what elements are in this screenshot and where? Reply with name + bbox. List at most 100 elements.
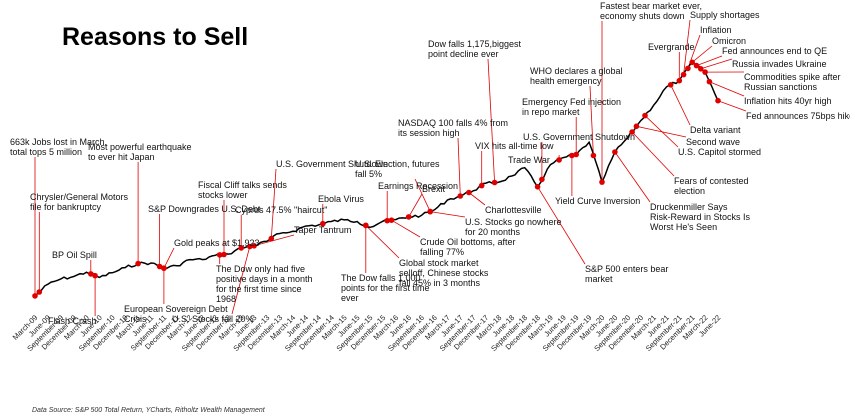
event-marker [715,97,721,104]
annotation-leader [709,81,745,97]
annotation-leader [700,58,733,70]
event-marker [384,217,391,224]
event-marker [238,245,244,251]
annotation-leader [487,58,495,183]
event-marker [427,208,434,215]
annotation-label: U.S. Stocks fall 20% [172,314,254,324]
annotation-label: U.S. Capitol stormed [678,147,761,157]
annotation-leader [457,137,461,197]
annotation-leader [631,131,675,177]
event-marker [629,129,635,135]
event-marker [161,265,167,272]
annotation-label: Inflation hits 40yr high [744,96,832,106]
event-marker [457,193,464,199]
annotation-leader [589,85,594,156]
annotation-leaders [34,19,747,316]
annotation-label: U.S. Government Shutdown [276,159,388,169]
event-marker [251,243,257,249]
event-marker [32,293,38,299]
annotation-label: The Dow only had five positive days in a … [216,264,313,304]
annotation-leader [414,178,431,212]
event-marker [689,59,695,66]
annotation-leader [365,225,400,259]
event-marker [221,251,227,258]
event-marker [706,78,713,85]
event-marker [534,184,541,190]
annotation-leader [644,115,679,148]
event-marker [247,243,253,250]
annotation-label: VIX hits all-time low [475,141,554,151]
event-marker [405,214,412,220]
event-marker [676,77,683,84]
data-source: Data Source: S&P 500 Total Return, YChar… [32,407,266,414]
annotation-label: Dow falls 1,175,biggest point decline eve… [428,39,522,59]
event-marker [612,149,618,155]
annotation-leader [691,45,713,63]
annotation-label: Charlottesville [485,205,542,215]
event-marker [702,69,708,75]
event-marker [466,189,472,196]
event-marker [135,260,141,267]
annotation-label: 663k Jobs lost in March, total tops 5 mil… [10,137,107,157]
annotation-labels: 663k Jobs lost in March, total tops 5 mil… [10,1,850,326]
annotation-label: Yield Curve Inversion [555,196,640,206]
event-marker [667,82,674,88]
event-marker [88,271,94,277]
event-marker [156,263,163,270]
event-marker [693,62,700,69]
event-marker [320,220,326,227]
annotation-label: Fastest bear market ever, economy shuts d… [600,1,702,21]
annotation-label: Flash Crash [48,316,97,326]
annotation-label: Crude Oil bottoms, after falling 77% [420,237,516,257]
annotation-label: Delta variant [690,125,741,135]
annotation-label: U.S. Election, futures fall 5% [355,159,440,179]
event-markers [32,59,721,299]
annotation-leader [670,84,691,126]
event-marker [642,112,648,119]
annotation-label: Fed announces 75bps hike [746,111,850,121]
event-marker [268,235,275,242]
annotation-leader [683,19,691,75]
annotation-leader [717,100,747,112]
annotation-leader [231,246,251,315]
annotation-leader [408,193,423,218]
event-marker [363,222,369,229]
annotation-label: Omicron [712,36,746,46]
event-marker [36,289,43,295]
event-marker [685,65,691,72]
series-line [34,61,719,297]
annotation-label: Fiscal Cliff talks sends stocks lower [198,180,287,200]
annotation-label: S&P 500 enters bear market [585,264,668,284]
event-marker [633,123,640,130]
annotation-label: Trade War [508,155,550,165]
annotation-label: Russia invades Ukraine [732,59,827,69]
annotation-label: Global stock market selloff, Chinese stoc… [399,258,489,288]
annotation-label: Second wave [686,137,740,147]
event-marker [92,272,98,279]
annotation-label: BP Oil Spill [52,250,97,260]
annotation-label: Earnings Recession [378,181,458,191]
annotation-label: Ebola Virus [318,194,364,204]
annotation-leader [253,234,295,247]
annotation-leader [696,55,723,66]
annotation-label: Inflation [700,25,732,35]
annotation-leader [163,247,175,269]
chart-title: Reasons to Sell [62,23,248,51]
annotation-leader [537,186,586,265]
annotation-label: Evergrande [648,42,695,52]
annotation-leader [614,151,651,203]
event-marker [569,152,575,159]
x-axis-ticks: March-09June-09September-09December-09Ma… [11,313,723,353]
annotation-label: Most powerful earthquake to ever hit Japa… [88,142,192,162]
annotation-label: The Dow falls 1,000 points for the first … [341,273,430,303]
annotation-label: Commodities spike after Russian sanctions [744,72,841,92]
annotation-label: Chrysler/General Motors file for bankrupt… [30,192,129,212]
annotation-leader [636,125,687,138]
annotation-label: Fed announces end to QE [722,46,827,56]
annotation-leader [270,168,277,239]
event-marker [556,157,562,163]
event-marker [478,182,485,189]
event-marker [698,66,704,72]
event-marker [216,252,223,258]
event-marker [491,179,498,186]
